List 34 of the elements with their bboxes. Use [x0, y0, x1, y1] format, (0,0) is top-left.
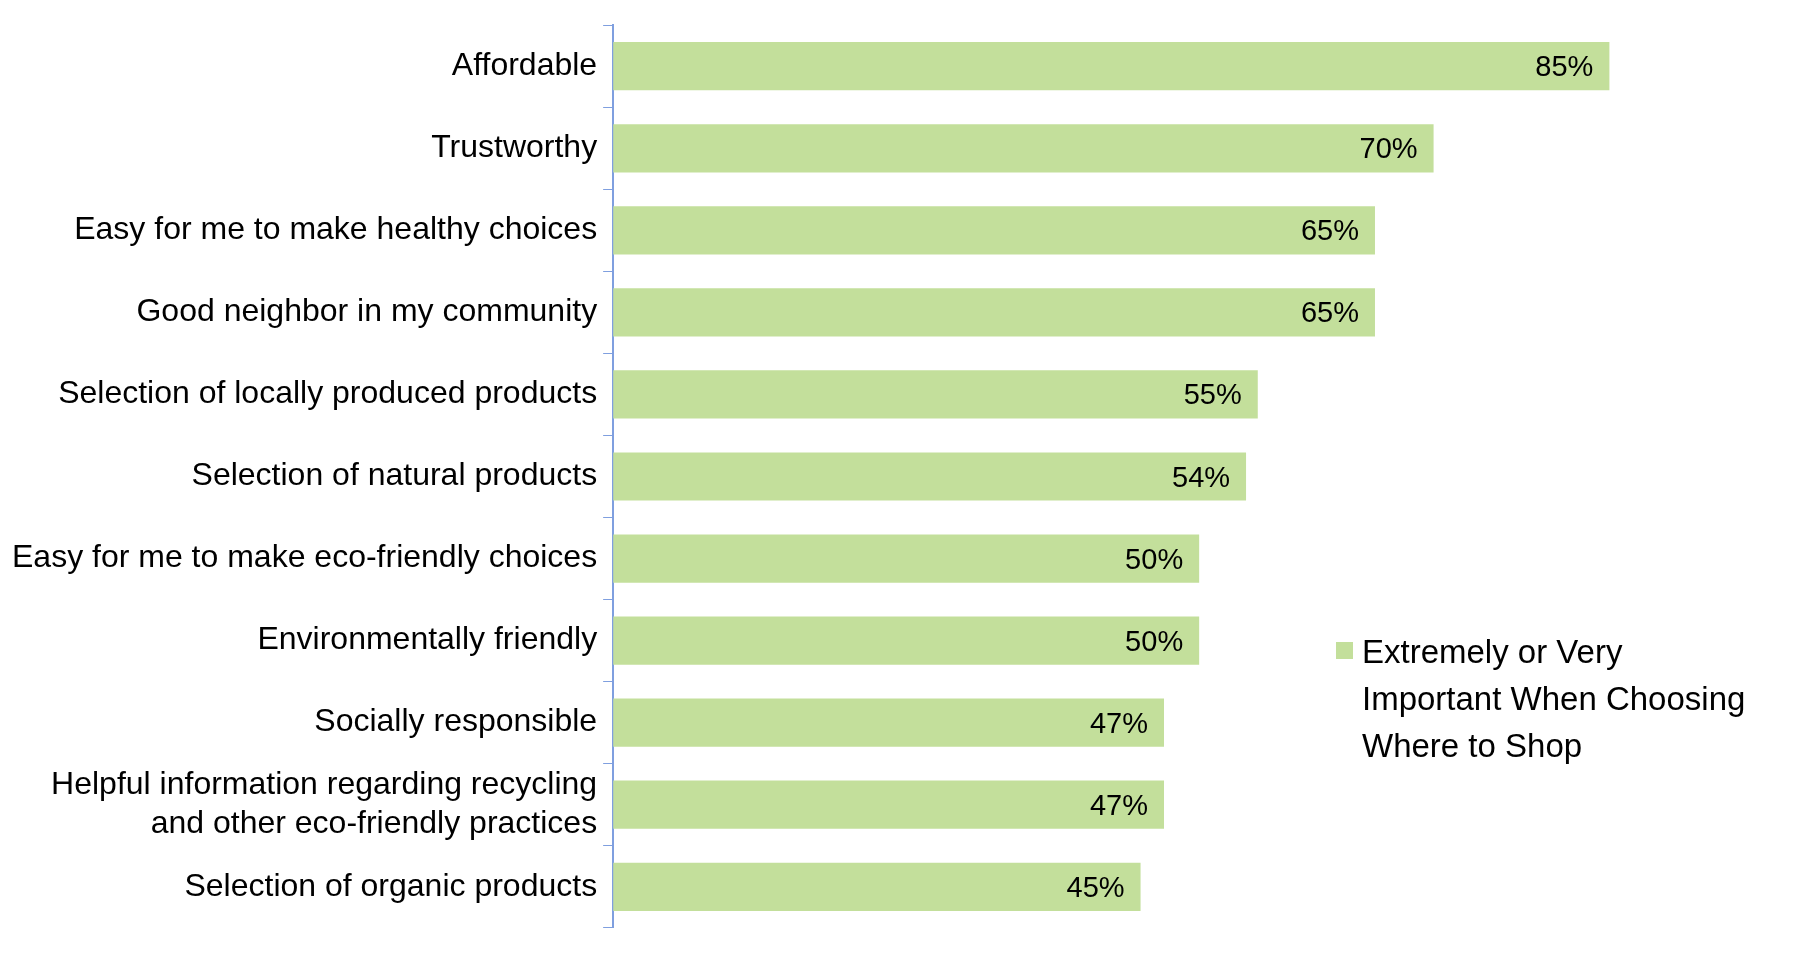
data-label: 65%: [1300, 296, 1359, 329]
bar: [613, 124, 1434, 173]
y-tick-label: Socially responsible: [314, 702, 598, 739]
data-label: 50%: [1125, 542, 1184, 575]
bar: [613, 288, 1375, 337]
bar: [613, 452, 1247, 501]
y-tick-label: Helpful information regarding recycling and other eco-friendly practices: [51, 765, 598, 840]
data-label: 85%: [1535, 50, 1594, 83]
data-label: 47%: [1089, 788, 1148, 821]
bar: [613, 862, 1141, 911]
y-tick-label: Affordable: [451, 46, 598, 83]
bar: [613, 780, 1164, 829]
data-label: 70%: [1359, 132, 1418, 165]
bar: [613, 206, 1375, 255]
bar: [613, 534, 1200, 583]
data-label: 45%: [1066, 870, 1125, 903]
y-tick-label: Easy for me to make healthy choices: [74, 210, 598, 247]
data-label: 54%: [1172, 460, 1231, 493]
y-tick-label: Selection of locally produced products: [58, 374, 598, 411]
data-label: 50%: [1125, 624, 1184, 657]
bar: [613, 370, 1258, 419]
y-tick-label: Good neighbor in my community: [136, 292, 598, 329]
y-tick-label: Trustworthy: [431, 128, 598, 165]
y-tick-label: Selection of natural products: [191, 456, 598, 493]
bar: [613, 698, 1164, 747]
data-label: 47%: [1089, 706, 1148, 739]
bar: [613, 616, 1200, 665]
y-tick-label: Selection of organic products: [184, 866, 598, 903]
data-label: 65%: [1300, 214, 1359, 247]
y-tick-label: Easy for me to make eco-friendly choices: [12, 538, 598, 575]
y-tick-label: Environmentally friendly: [257, 620, 598, 657]
bar: [613, 42, 1610, 91]
data-label: 55%: [1183, 378, 1242, 411]
legend-label: Extremely or Very Important When Choosing Where to Shop: [1362, 632, 1747, 766]
